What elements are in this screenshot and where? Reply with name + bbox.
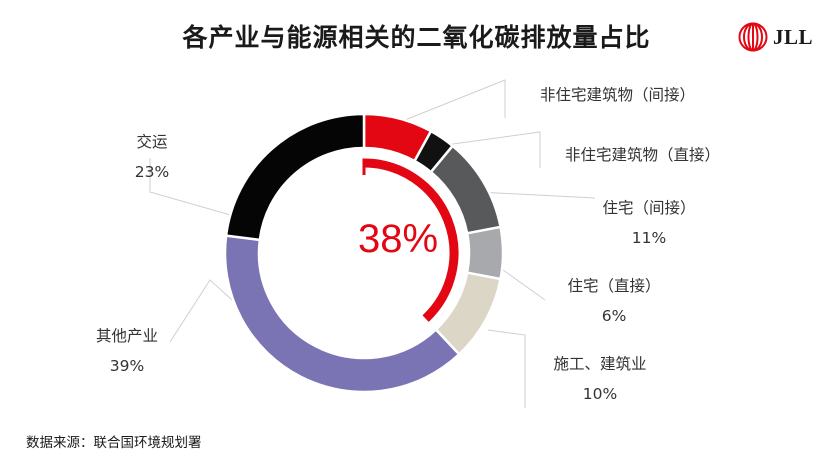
donut-slice-3 (465, 225, 505, 281)
category-label: 住宅（直接） (567, 277, 661, 295)
label-residential-direct: 住宅（直接） 6% (562, 271, 666, 331)
category-label: 非住宅建筑物（直接） (565, 146, 721, 164)
label-non-residential-direct: 非住宅建筑物（直接） (565, 140, 720, 170)
jll-logo: JLL (738, 22, 813, 52)
logo-text: JLL (773, 24, 814, 49)
category-label: 非住宅建筑物（间接） (540, 86, 696, 104)
chart-title: 各产业与能源相关的二氧化碳排放量占比 (182, 23, 651, 52)
center-percent-label: 38% (358, 217, 438, 261)
leader-line-2 (477, 191, 596, 199)
value-label: 10% (582, 385, 618, 403)
leader-line-4 (487, 329, 526, 408)
leader-line-5 (149, 158, 256, 223)
label-non-residential-indirect: 非住宅建筑物（间接） (540, 80, 695, 110)
leader-line-0 (399, 79, 506, 123)
label-transport: 交运 23% (126, 127, 178, 187)
category-label: 施工、建筑业 (553, 355, 647, 373)
value-label: 11% (631, 229, 667, 247)
donut-slices (223, 112, 505, 394)
data-source-note: 数据来源：联合国环境规划署 (26, 435, 202, 451)
label-construction: 施工、建筑业 10% (546, 349, 654, 409)
value-label: 23% (134, 163, 170, 181)
highlight-arc (363, 158, 459, 322)
highlight-arc-group (362, 158, 459, 322)
label-residential-indirect: 住宅（间接） 11% (597, 193, 701, 253)
value-label: 6% (601, 307, 627, 325)
leader-line-6 (169, 279, 233, 343)
category-label: 其他产业 (95, 327, 158, 345)
leader-line-1 (423, 131, 541, 168)
leader-lines (149, 79, 596, 408)
category-label: 住宅（间接） (602, 199, 696, 217)
jll-logo-icon (738, 22, 768, 52)
donut-slice-6 (224, 112, 366, 242)
category-label: 交运 (136, 133, 168, 151)
donut-slice-2 (429, 144, 503, 235)
label-other-industries: 其他产业 39% (82, 321, 172, 381)
value-label: 39% (109, 357, 145, 375)
